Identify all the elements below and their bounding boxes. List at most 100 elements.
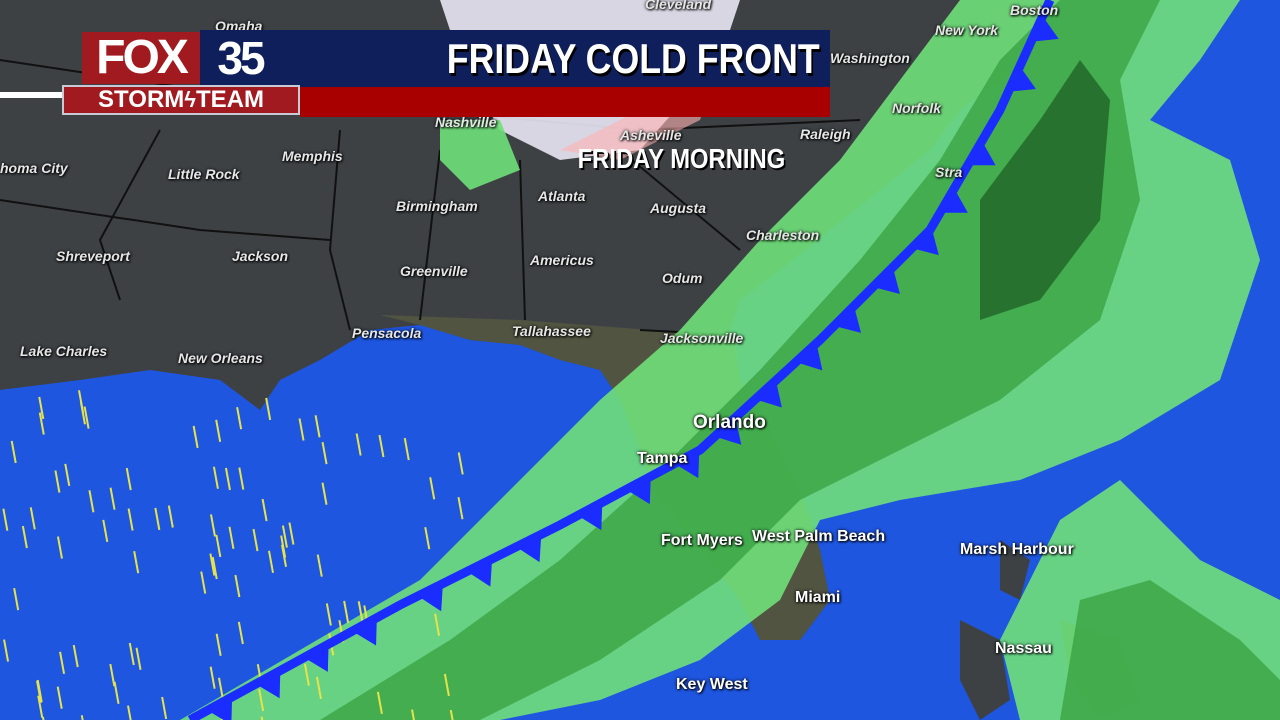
city-label-orlando: Orlando bbox=[693, 412, 766, 433]
wind-streak bbox=[13, 587, 20, 611]
cold-front-triangle bbox=[467, 558, 493, 587]
wind-streak bbox=[211, 556, 218, 580]
logo-storm-team: STORMϟTEAM bbox=[62, 85, 300, 115]
wind-streak bbox=[59, 651, 66, 674]
city-label: Cleveland bbox=[645, 0, 712, 12]
wind-streak bbox=[2, 508, 9, 531]
title-banner: FRIDAY COLD FRONT FRIDAY MORNING FOX 35 … bbox=[0, 30, 830, 174]
wind-streak bbox=[449, 709, 454, 720]
wind-streak bbox=[268, 550, 274, 573]
city-label: Little Rock bbox=[168, 166, 240, 182]
wind-streak bbox=[429, 477, 436, 500]
cold-front-triangle bbox=[834, 306, 862, 333]
wind-streak bbox=[378, 434, 385, 458]
cold-front-triangle bbox=[417, 583, 443, 612]
cold-front-triangle bbox=[940, 188, 968, 213]
cold-front-triangle bbox=[674, 450, 700, 479]
wind-streak bbox=[64, 463, 71, 487]
city-label: Birmingham bbox=[396, 198, 478, 214]
wind-streak bbox=[113, 681, 120, 704]
wind-streak bbox=[288, 522, 295, 545]
cold-front-triangle bbox=[1031, 16, 1059, 42]
wind-streak bbox=[102, 519, 109, 543]
cold-front-triangle bbox=[795, 343, 823, 371]
wind-streak bbox=[303, 663, 310, 686]
cold-front-triangle bbox=[304, 644, 329, 672]
city-label: Marsh Harbour bbox=[960, 541, 1074, 558]
wind-streak bbox=[261, 498, 268, 522]
wind-streak bbox=[209, 553, 216, 576]
city-label: homa City bbox=[0, 160, 68, 176]
wind-streak bbox=[218, 677, 224, 701]
city-label: Shreveport bbox=[56, 248, 130, 264]
city-label: Nassau bbox=[995, 640, 1052, 657]
wind-streak bbox=[298, 418, 305, 441]
wind-streak bbox=[38, 412, 45, 435]
city-label: Nashville bbox=[435, 114, 497, 130]
wind-streak bbox=[109, 663, 116, 687]
wind-streak bbox=[238, 467, 245, 490]
cold-front-triangle bbox=[714, 417, 742, 445]
cold-front bbox=[187, 0, 1059, 720]
banner-title: FRIDAY COLD FRONT bbox=[447, 35, 820, 82]
city-label: Americus bbox=[530, 252, 594, 268]
wind-streak bbox=[135, 647, 142, 670]
wind-streaks bbox=[2, 390, 464, 720]
city-label: Stra bbox=[935, 164, 963, 180]
city-label: Odum bbox=[662, 270, 703, 286]
wind-streak bbox=[212, 466, 219, 489]
wind-streak bbox=[314, 415, 321, 438]
wind-streak bbox=[54, 470, 61, 493]
cold-front-triangle bbox=[873, 267, 900, 295]
lightning-icon: ϟ bbox=[184, 87, 196, 112]
wind-streak bbox=[224, 467, 231, 491]
wind-streak bbox=[281, 544, 287, 567]
wind-streak bbox=[215, 419, 222, 442]
wind-streak bbox=[237, 621, 244, 645]
city-label: Fort Myers bbox=[661, 532, 743, 549]
wind-streak bbox=[133, 550, 140, 574]
wind-streak bbox=[125, 467, 132, 491]
city-label: Raleigh bbox=[800, 126, 851, 142]
banner-subtitle: FRIDAY MORNING bbox=[577, 143, 785, 174]
city-label: Key West bbox=[676, 676, 748, 693]
logo-number: 35 bbox=[217, 32, 265, 84]
wind-streak bbox=[127, 705, 132, 720]
city-label: New Orleans bbox=[178, 350, 263, 366]
cold-front-triangle bbox=[255, 670, 281, 699]
city-label: Asheville bbox=[620, 127, 682, 143]
city-label: Tampa bbox=[637, 450, 688, 467]
cold-front-triangle bbox=[207, 696, 233, 720]
wind-streak bbox=[72, 644, 79, 668]
wind-streak bbox=[457, 452, 464, 475]
city-label: Miami bbox=[795, 589, 841, 606]
wind-streak bbox=[376, 691, 383, 715]
city-label: Atlanta bbox=[538, 188, 586, 204]
wind-streak bbox=[78, 390, 84, 413]
wind-streak bbox=[265, 397, 272, 421]
city-label: Augusta bbox=[650, 200, 706, 216]
wind-streak bbox=[80, 715, 84, 720]
city-label: Charleston bbox=[746, 227, 820, 243]
wind-streak bbox=[154, 507, 161, 531]
city-label: Pensacola bbox=[352, 325, 422, 341]
cold-front-triangle bbox=[1008, 66, 1036, 92]
city-label: Jacksonville bbox=[660, 330, 744, 346]
wind-streak bbox=[424, 526, 431, 550]
wind-streak bbox=[209, 666, 216, 689]
wind-streak bbox=[127, 508, 134, 531]
cold-front-triangle bbox=[755, 380, 782, 408]
wind-streak bbox=[128, 642, 135, 666]
cold-front-triangle bbox=[626, 476, 651, 505]
wind-streak bbox=[56, 536, 63, 559]
wind-streak bbox=[321, 482, 328, 505]
logo-team: TEAM bbox=[195, 86, 264, 113]
city-label: Lake Charles bbox=[20, 343, 108, 359]
wind-streak bbox=[343, 600, 350, 624]
cold-front-triangle bbox=[516, 534, 542, 563]
city-label: Tallahassee bbox=[512, 323, 591, 339]
wind-streak bbox=[37, 695, 44, 718]
wind-streak bbox=[457, 497, 464, 520]
wind-streak bbox=[355, 433, 362, 456]
city-label: Jackson bbox=[232, 248, 289, 264]
